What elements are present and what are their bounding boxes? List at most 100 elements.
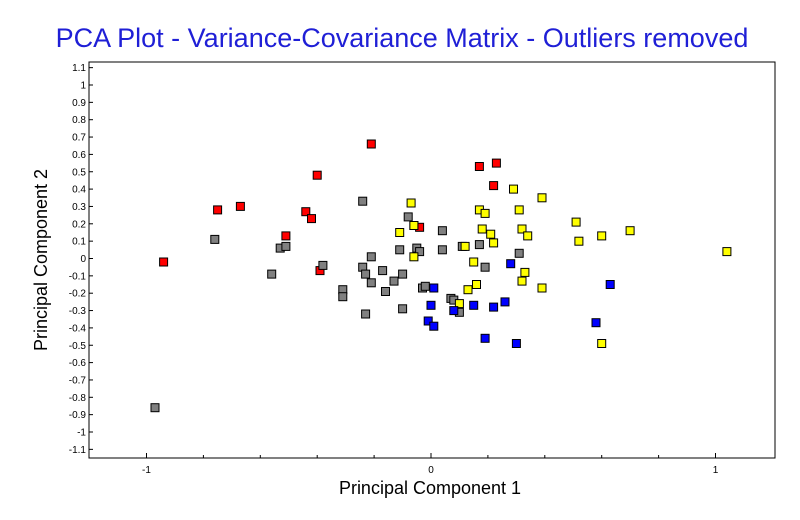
data-point: [489, 302, 499, 312]
data-point: [415, 247, 425, 257]
y-tick-label: 0: [80, 254, 86, 265]
data-point: [517, 224, 527, 234]
data-point: [281, 231, 291, 241]
data-point: [361, 309, 371, 319]
data-point: [511, 339, 521, 348]
data-point: [597, 231, 607, 241]
chart-title: PCA Plot - Variance-Covariance Matrix - …: [56, 23, 749, 53]
data-point: [398, 304, 408, 314]
series-0: [159, 139, 501, 276]
plot-area: [88, 61, 776, 459]
data-point: [472, 280, 481, 289]
data-point: [429, 283, 439, 293]
y-tick-label: -0.8: [69, 393, 87, 404]
data-point: [437, 245, 447, 255]
data-point: [366, 252, 376, 262]
data-points: [150, 139, 732, 413]
data-point: [509, 184, 518, 194]
data-point: [381, 287, 390, 296]
y-tick-label: 0.3: [72, 202, 86, 213]
y-tick-label: -0.5: [69, 341, 87, 352]
y-tick-label: -0.1: [69, 271, 87, 282]
data-point: [500, 297, 510, 307]
data-point: [210, 234, 220, 244]
y-axis-title: Principal Component 2: [31, 169, 51, 351]
data-point: [571, 217, 581, 227]
series-3: [423, 259, 615, 348]
data-point: [480, 208, 490, 218]
data-point: [307, 214, 316, 224]
data-point: [480, 262, 490, 272]
data-point: [366, 139, 376, 149]
x-tick-label: 0: [428, 465, 434, 476]
y-tick-label: -1: [77, 428, 86, 439]
y-tick-label: 0.7: [72, 133, 86, 144]
data-point: [409, 252, 419, 262]
data-point: [406, 198, 416, 208]
data-point: [267, 269, 277, 279]
y-tick-label: 0.4: [72, 185, 86, 196]
x-tick-label: 1: [713, 465, 719, 476]
data-point: [420, 281, 430, 291]
data-point: [423, 316, 433, 326]
data-point: [722, 247, 732, 257]
data-point: [150, 403, 160, 413]
data-point: [366, 278, 376, 288]
data-point: [537, 193, 547, 203]
data-point: [591, 318, 601, 328]
data-point: [523, 231, 533, 241]
data-point: [361, 269, 371, 279]
data-point: [213, 205, 223, 215]
series-2: [395, 184, 732, 348]
data-point: [281, 241, 291, 251]
y-tick-label: -0.6: [69, 358, 87, 369]
data-point: [474, 240, 484, 250]
data-point: [301, 207, 311, 217]
data-point: [605, 280, 615, 289]
data-point: [486, 229, 496, 239]
data-point: [474, 162, 484, 171]
y-tick-label: -0.3: [69, 306, 87, 317]
y-tick-label: -0.4: [69, 323, 87, 334]
data-point: [469, 300, 479, 310]
y-tick-label: 0.5: [72, 167, 86, 178]
y-tick-label: -0.2: [69, 289, 87, 300]
data-point: [338, 292, 348, 302]
data-point: [517, 276, 527, 286]
data-point: [489, 181, 499, 191]
data-point: [398, 269, 408, 279]
y-tick-label: -1.1: [69, 445, 87, 456]
data-point: [597, 339, 607, 348]
data-point: [378, 266, 388, 276]
x-axis-title: Principal Component 1: [339, 478, 521, 498]
data-point: [395, 245, 405, 255]
data-point: [469, 257, 479, 267]
data-point: [389, 276, 399, 286]
data-point: [409, 221, 419, 230]
data-point: [437, 226, 447, 236]
y-tick-label: -0.9: [69, 410, 87, 421]
y-axis: 1.1 1 0.9 0.8 0.7 0.6 0.5 0.4 0.3 0.2 0.1 0 -0.1 -0.2…: [69, 63, 93, 456]
data-point: [429, 321, 439, 331]
data-point: [625, 226, 635, 236]
data-point: [574, 236, 584, 246]
data-point: [506, 259, 516, 269]
y-tick-label: 0.6: [72, 150, 86, 161]
data-point: [426, 300, 436, 310]
data-point: [491, 158, 501, 168]
data-point: [520, 267, 530, 277]
y-tick-label: 0.2: [72, 219, 86, 230]
data-point: [477, 224, 487, 234]
data-point: [454, 299, 464, 309]
data-point: [460, 241, 470, 251]
data-point: [489, 238, 499, 248]
y-tick-label: 0.1: [72, 237, 86, 248]
y-tick-label: 1.1: [72, 63, 86, 74]
y-tick-label: 0.9: [72, 98, 86, 109]
data-point: [463, 285, 473, 295]
data-point: [514, 205, 524, 215]
data-point: [480, 333, 490, 343]
x-axis: -1 0 1: [142, 453, 719, 476]
